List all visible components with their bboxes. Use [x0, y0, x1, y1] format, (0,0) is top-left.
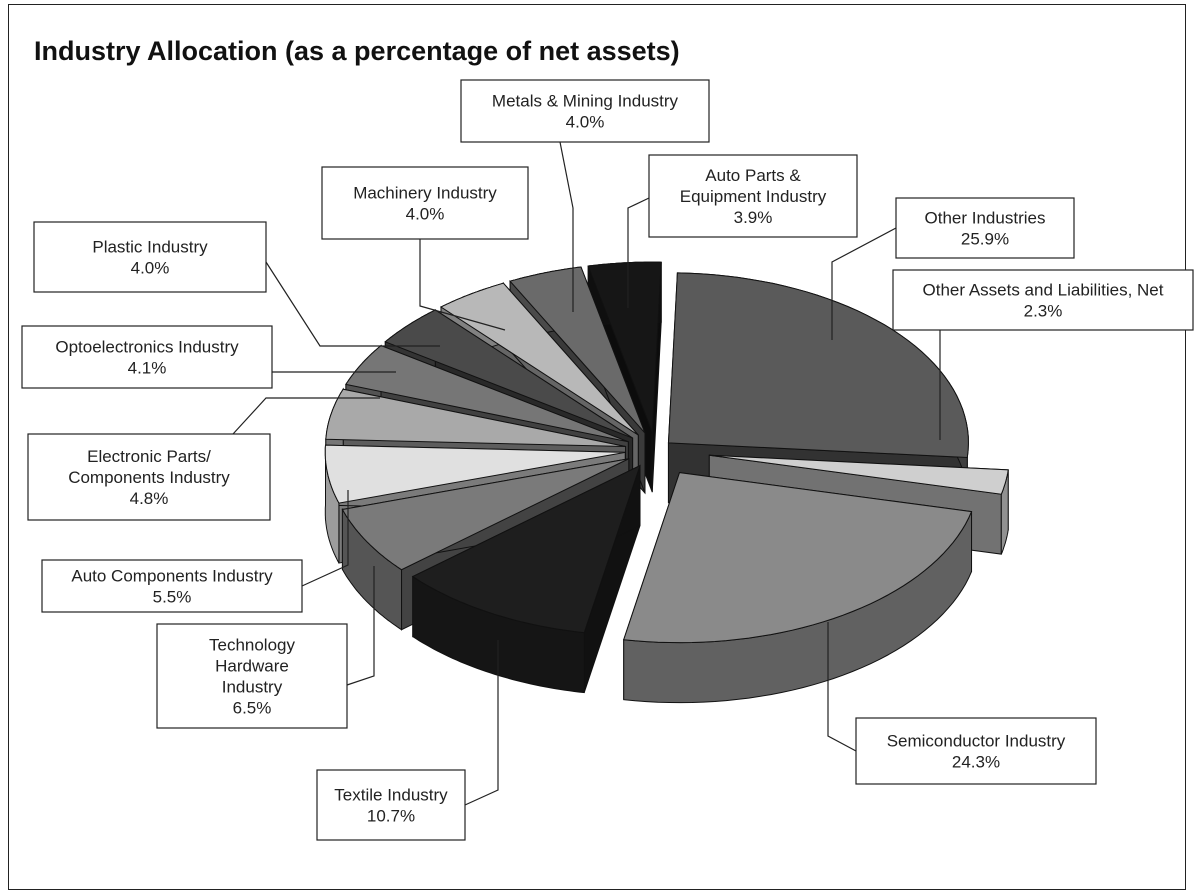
- slice-name-label: Industry: [222, 678, 283, 697]
- leader-line: [827, 622, 857, 752]
- slice-name-label: Textile Industry: [334, 786, 448, 805]
- slice-name-label: Electronic Parts/: [87, 447, 211, 466]
- label-box: [33, 221, 267, 293]
- leader-line: [559, 141, 574, 312]
- slice-name-label: Semiconductor Industry: [887, 732, 1066, 751]
- slice-name-label: Hardware: [215, 657, 289, 676]
- slice-value-label: 3.9%: [734, 208, 773, 227]
- slice-name-label: Metals & Mining Industry: [492, 92, 679, 111]
- label-box: [41, 559, 303, 613]
- slice-label: Plastic Industry 4.0%: [33, 221, 267, 293]
- slice-name-label: Equipment Industry: [680, 187, 827, 206]
- slice-top: [324, 444, 626, 504]
- slice-label: Optoelectronics Industry 4.1%: [21, 325, 273, 389]
- label-box: [855, 717, 1097, 785]
- slice-label: Auto Components Industry 5.5%: [41, 559, 303, 613]
- slice-value-label: 4.0%: [406, 205, 445, 224]
- slice-label: Machinery Industry 4.0%: [321, 166, 529, 240]
- slice-name-label: Other Industries: [925, 209, 1046, 228]
- slice-label: Other Assets and Liabilities, Net 2.3%: [892, 269, 1194, 331]
- slice-value-label: 4.1%: [128, 359, 167, 378]
- label-box: [21, 325, 273, 389]
- slice-top: [709, 454, 1009, 495]
- leader-line: [232, 397, 380, 435]
- slice-value-label: 2.3%: [1024, 302, 1063, 321]
- slice-name-label: Plastic Industry: [92, 238, 208, 257]
- slice-value-label: 6.5%: [233, 699, 272, 718]
- leader-line: [346, 566, 375, 686]
- pie-slices: [324, 261, 1009, 704]
- label-box: [895, 197, 1075, 259]
- chart-title: Industry Allocation (as a percentage of …: [34, 36, 680, 66]
- slice-top: [345, 345, 629, 443]
- slice-value-label: 25.9%: [961, 230, 1009, 249]
- slice-value-label: 24.3%: [952, 753, 1000, 772]
- pie-slice: [411, 464, 641, 694]
- callout-labels: Other Industries 25.9% Other Assets and Li…: [21, 79, 1194, 841]
- leader-line: [831, 227, 897, 340]
- label-box: [316, 769, 466, 841]
- leader-line: [419, 239, 506, 331]
- label-box: [460, 79, 710, 143]
- label-box: [892, 269, 1194, 331]
- slice-top: [623, 472, 973, 644]
- slice-label: Textile Industry 10.7%: [316, 769, 466, 841]
- leader-line: [265, 261, 440, 347]
- slice-top: [325, 388, 626, 448]
- slice-top: [411, 464, 641, 634]
- slice-value-label: 4.0%: [131, 259, 170, 278]
- slice-name-label: Optoelectronics Industry: [55, 338, 239, 357]
- label-box: [27, 433, 271, 521]
- label-box: [648, 154, 858, 238]
- label-box: [321, 166, 529, 240]
- leader-line: [464, 640, 499, 806]
- slice-label: Semiconductor Industry 24.3%: [855, 717, 1097, 785]
- slice-value-label: 4.8%: [130, 489, 169, 508]
- slice-top: [587, 261, 662, 433]
- slice-label: Electronic Parts/Components Industry 4.8%: [27, 433, 271, 521]
- slice-label: Other Industries 25.9%: [895, 197, 1075, 259]
- slice-label: Auto Parts & Equipment Industry 3.9%: [648, 154, 858, 238]
- leader-line: [627, 197, 650, 308]
- slice-top: [439, 282, 639, 436]
- slice-top: [509, 266, 646, 434]
- label-box: [156, 623, 348, 729]
- slice-name-label: Technology: [209, 636, 296, 655]
- slice-value-label: 5.5%: [153, 588, 192, 607]
- slice-label: Metals & Mining Industry 4.0%: [460, 79, 710, 143]
- pie-slice: [587, 261, 662, 493]
- slice-name-label: Components Industry: [68, 468, 230, 487]
- leader-line: [301, 490, 349, 587]
- slice-name-label: Other Assets and Liabilities, Net: [923, 281, 1164, 300]
- slice-value-label: 4.0%: [566, 113, 605, 132]
- slice-top: [384, 309, 633, 439]
- slice-name-label: Auto Components Industry: [71, 567, 273, 586]
- leader-lines: [232, 141, 941, 806]
- pie-slice: [623, 472, 973, 704]
- slice-name-label: Auto Parts &: [705, 166, 801, 185]
- slice-name-label: Machinery Industry: [353, 184, 497, 203]
- slice-label: Technology Hardware Industry 6.5%: [156, 623, 348, 729]
- slice-value-label: 10.7%: [367, 807, 415, 826]
